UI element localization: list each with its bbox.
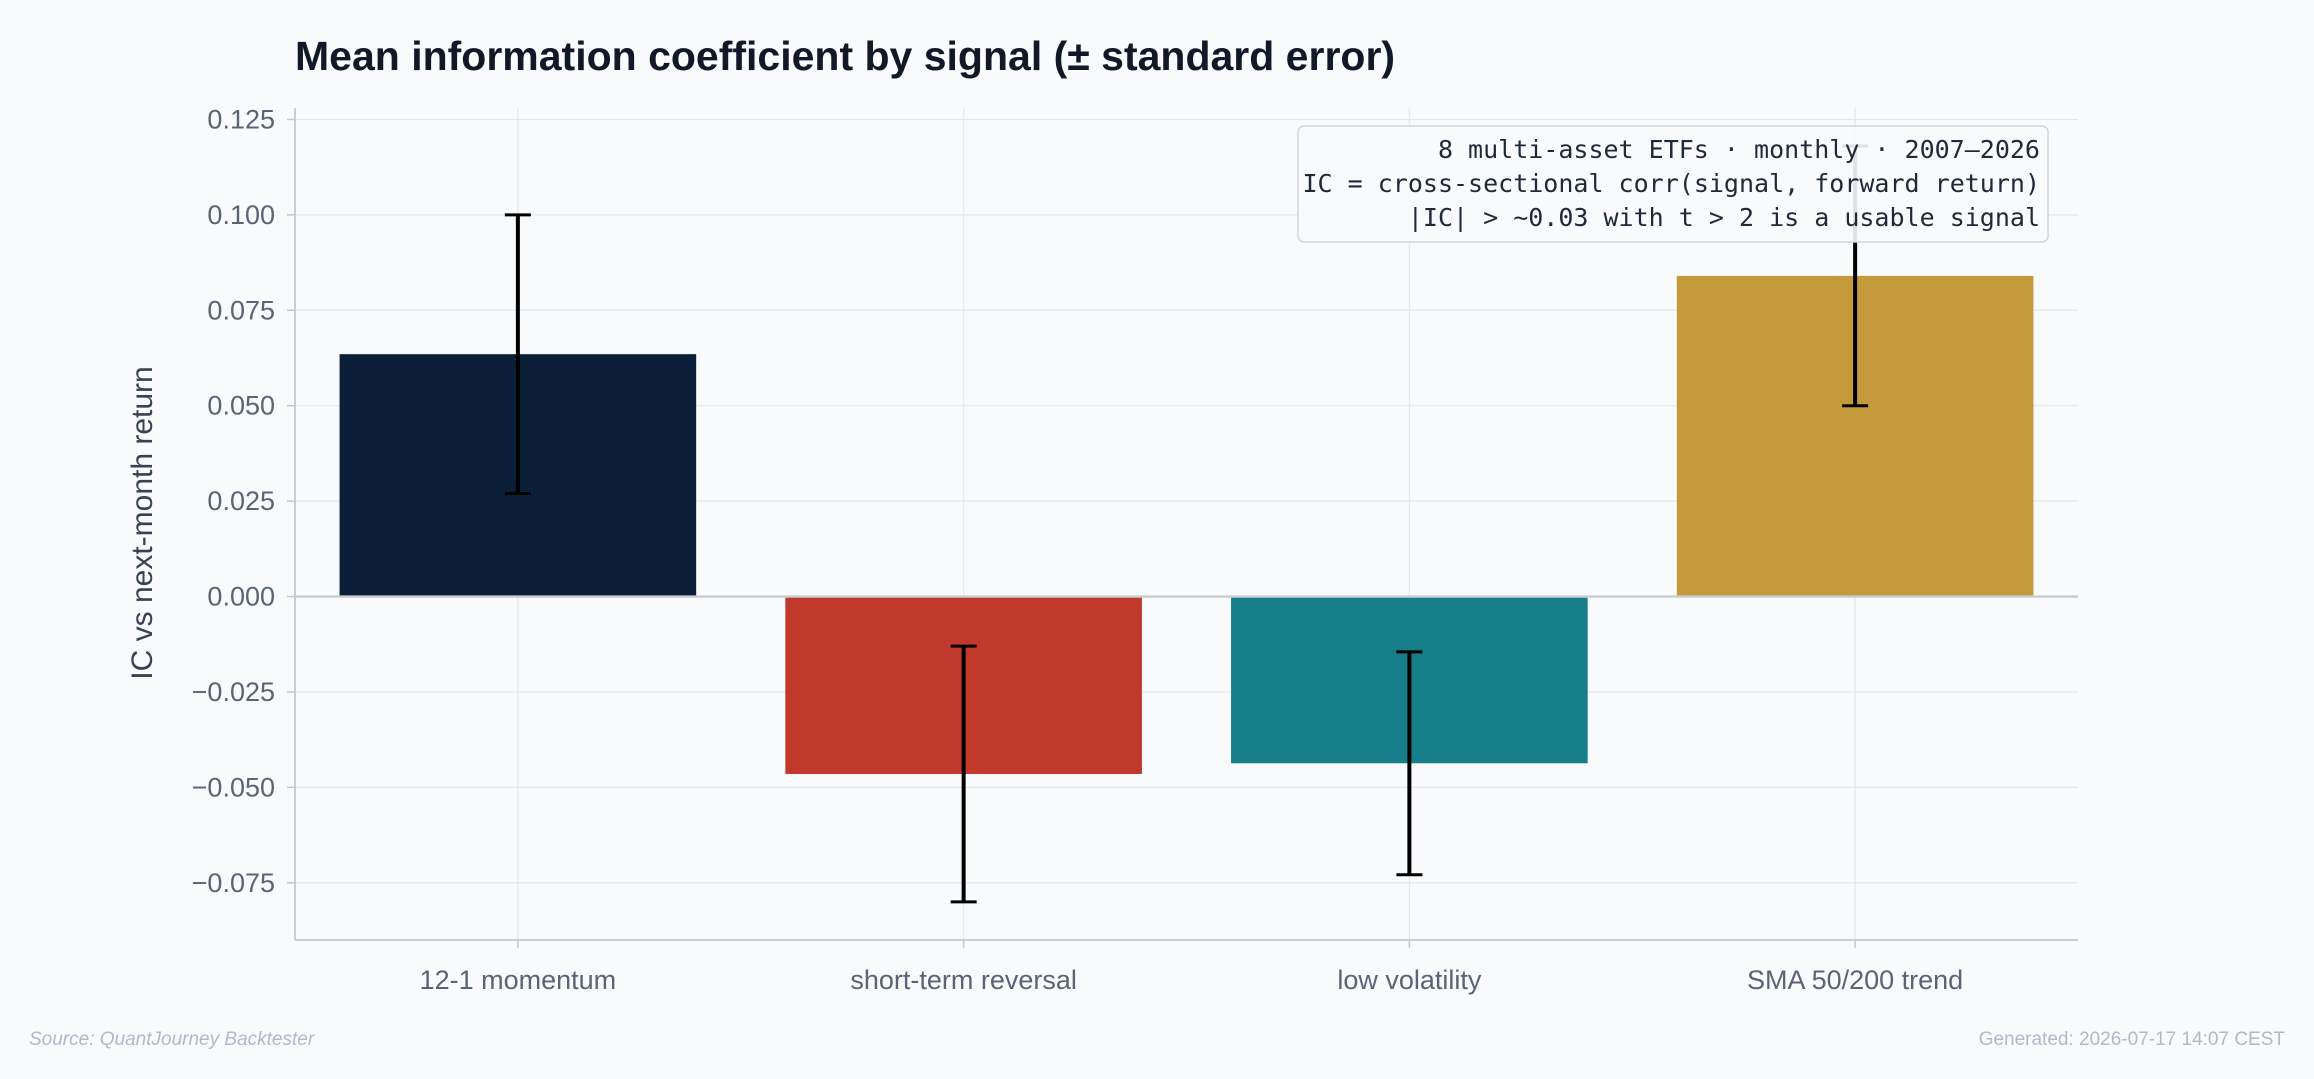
x-tick-label: SMA 50/200 trend [1747, 965, 1963, 995]
x-tick-labels: 12-1 momentum short-term reversal low vola… [420, 965, 1964, 995]
source-footer: Source: QuantJourney Backtester [29, 1029, 315, 1050]
annotation-line: |IC| > ~0.03 with t > 2 is a usable sign… [1408, 203, 2040, 232]
y-tick-label: −0.050 [192, 772, 275, 802]
y-tick-label: 0.125 [207, 104, 275, 134]
annotation-line: IC = cross-sectional corr(signal, forwar… [1302, 169, 2040, 198]
y-tick-label: −0.025 [192, 677, 275, 707]
annotation-box: 8 multi-asset ETFs · monthly · 2007–2026… [1297, 125, 2049, 243]
generated-footer: Generated: 2026-07-17 14:07 CEST [1979, 1029, 2286, 1050]
annotation-line: 8 multi-asset ETFs · monthly · 2007–2026 [1438, 135, 2040, 164]
x-tick-label: short-term reversal [850, 965, 1077, 995]
y-tick-label: 0.075 [207, 295, 275, 325]
x-tick-label: 12-1 momentum [420, 965, 617, 995]
y-tick-label: 0.000 [207, 582, 275, 612]
bars [339, 275, 2034, 774]
y-tick-label: 0.050 [207, 391, 275, 421]
y-axis-label: IC vs next-month return [126, 366, 159, 679]
axes [287, 108, 2078, 948]
error-bars [504, 144, 1869, 904]
y-tick-labels: 0.125 0.100 0.075 0.050 0.025 0.000 −0.025 −0.0… [192, 104, 275, 897]
y-tick-label: −0.075 [192, 868, 275, 898]
x-tick-label: low volatility [1337, 965, 1482, 995]
y-tick-label: 0.100 [207, 200, 275, 230]
chart-title: Mean information coefficient by signal (… [295, 33, 1395, 79]
y-tick-label: 0.025 [207, 486, 275, 516]
annotation-box-frame [1297, 125, 2049, 243]
